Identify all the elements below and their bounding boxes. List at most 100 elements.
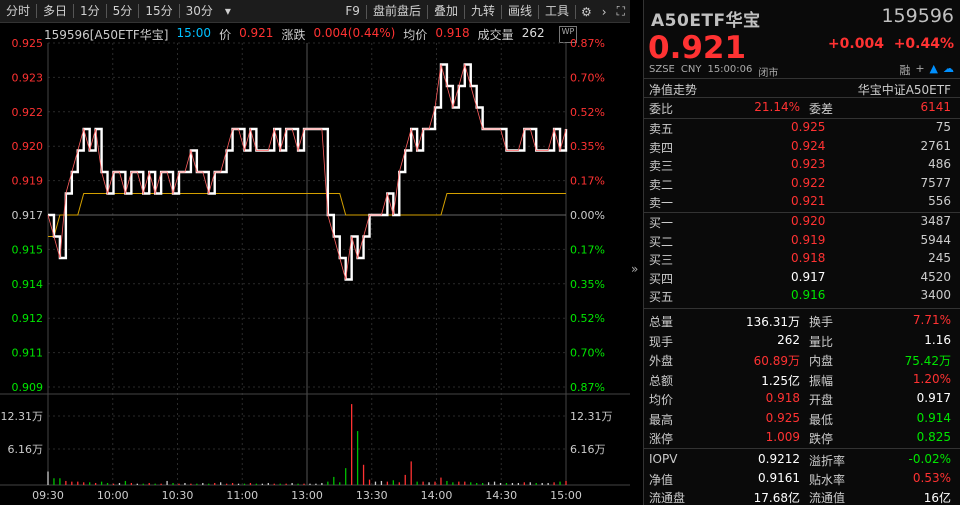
stat-value: 0.825 — [916, 430, 951, 444]
fund-value: 17.68亿 — [753, 491, 800, 505]
add-icon[interactable]: + — [915, 62, 925, 75]
tab-5min[interactable]: 5分 — [112, 3, 133, 18]
tab-30min[interactable]: 30分 — [185, 3, 213, 18]
y-pct-tick-label: 0.17% — [570, 175, 605, 188]
bid-price: 0.916 — [791, 288, 826, 302]
bid-volume: 245 — [928, 251, 951, 265]
f9-button[interactable]: F9 — [345, 4, 360, 18]
weicha-value: 6141 — [920, 100, 951, 114]
avg-price-line — [48, 193, 566, 237]
ask-label: 卖三 — [649, 159, 674, 173]
ask-row[interactable]: 卖二 0.922 7577 — [644, 176, 960, 194]
bid-label: 买五 — [649, 290, 674, 304]
stat-value: 136.31万 — [746, 315, 800, 329]
stat-row: 现手 262 量比 1.16 — [644, 333, 960, 351]
stat-value: 0.917 — [916, 391, 951, 405]
tools-button[interactable]: 工具 — [545, 4, 570, 18]
ask-row[interactable]: 卖五 0.925 75 — [644, 120, 960, 138]
stat-label: 内盘 — [809, 354, 834, 368]
alert-bell-icon[interactable]: ▲ — [929, 62, 938, 75]
stat-row: 均价 0.918 开盘 0.917 — [644, 391, 960, 409]
more-periods-dropdown[interactable]: ▾ — [224, 3, 231, 18]
period-toolbar: 分时 多日 1分 5分 15分 30分 ▾ F9 盘前盘后 叠加 九转 画线 工… — [0, 0, 630, 23]
overlay-button[interactable]: 叠加 — [433, 4, 458, 18]
info-price: 0.921 — [239, 26, 274, 40]
time-tick-label: 14:00 — [421, 489, 453, 502]
weibi-value: 21.14% — [754, 100, 800, 114]
tab-15min[interactable]: 15分 — [145, 3, 173, 18]
stat-label: 开盘 — [809, 393, 834, 407]
stat-row: 最高 0.925 最低 0.914 — [644, 411, 960, 429]
bid-row[interactable]: 买二 0.919 5944 — [644, 233, 960, 251]
stat-value: 1.20% — [912, 371, 951, 386]
vol-tick-label-right: 12.31万 — [570, 410, 613, 423]
y-tick-label: 0.915 — [12, 243, 44, 256]
nine-turn-button[interactable]: 九转 — [470, 4, 495, 18]
stat-value: 0.925 — [765, 410, 800, 425]
bid-label: 买一 — [649, 216, 674, 230]
chevron-right-icon[interactable]: › — [601, 4, 607, 19]
pre-post-market-button[interactable]: 盘前盘后 — [372, 4, 421, 18]
info-time: 15:00 — [176, 26, 212, 40]
vol-tick-label: 12.31万 — [1, 410, 44, 423]
y-tick-label: 0.912 — [12, 312, 44, 325]
fund-row: IOPV 0.9212 溢折率 -0.02% — [644, 452, 960, 470]
collapse-panel-icon[interactable]: » — [631, 262, 639, 276]
stat-value: 75.42万 — [904, 354, 951, 368]
stat-value: 1.16 — [924, 332, 951, 347]
y-pct-tick-label: 0.52% — [570, 312, 605, 325]
y-pct-tick-label: 0.70% — [570, 347, 605, 360]
ask-volume: 7577 — [920, 175, 951, 190]
y-pct-tick-label: 0.87% — [570, 381, 605, 394]
ask-row[interactable]: 卖四 0.924 2761 — [644, 139, 960, 157]
nav-trend-label: 净值走势 — [649, 83, 698, 97]
stat-row: 外盘 60.89万 内盘 75.42万 — [644, 352, 960, 370]
bid-volume: 5944 — [920, 232, 951, 247]
meta-exchange: SZSE — [649, 64, 675, 75]
bid-row[interactable]: 买四 0.917 4520 — [644, 270, 960, 288]
ask-price: 0.923 — [791, 157, 826, 171]
ask-row[interactable]: 卖一 0.921 556 — [644, 194, 960, 212]
settings-icon[interactable]: ⚙ — [581, 4, 592, 19]
bid-label: 买三 — [649, 253, 674, 267]
stat-label: 均价 — [649, 393, 674, 407]
ask-price: 0.924 — [791, 138, 826, 153]
ask-volume: 2761 — [920, 138, 951, 153]
bid-volume: 3487 — [920, 214, 951, 228]
y-tick-label: 0.909 — [12, 381, 44, 394]
stat-label: 振幅 — [809, 373, 834, 388]
fund-label: 贴水率 — [809, 472, 846, 487]
info-chg-label: 涨跌 — [281, 28, 306, 42]
time-tick-label: 15:00 — [550, 489, 582, 502]
nav-trend-row[interactable]: 净值走势 华宝中证A50ETF — [644, 78, 960, 98]
bid-row[interactable]: 买五 0.916 3400 — [644, 288, 960, 306]
draw-line-button[interactable]: 画线 — [507, 4, 532, 18]
stat-label: 现手 — [649, 334, 674, 349]
tab-multi-day[interactable]: 多日 — [43, 3, 68, 18]
tab-1min[interactable]: 1分 — [80, 3, 100, 18]
stat-row: 涨停 1.009 跌停 0.825 — [644, 430, 960, 448]
quote-panel: A50ETF华宝 159596 0.921 +0.004 +0.44% SZSE… — [643, 0, 960, 505]
weicha-label: 委差 — [809, 102, 834, 116]
stat-label: 总量 — [649, 315, 674, 329]
ask-label: 卖四 — [649, 140, 674, 155]
margin-icon[interactable]: 融 — [899, 64, 911, 77]
fund-label: 流通值 — [809, 491, 846, 505]
bid-row[interactable]: 买一 0.920 3487 — [644, 214, 960, 232]
ask-row[interactable]: 卖三 0.923 486 — [644, 157, 960, 175]
bid-label: 买二 — [649, 234, 674, 249]
meta-time: 15:00:06 — [707, 64, 753, 75]
y-tick-label: 0.922 — [12, 106, 44, 119]
bid-row[interactable]: 买三 0.918 245 — [644, 251, 960, 269]
expand-icon[interactable]: ⛶ — [616, 4, 625, 18]
panel-icons: 融 + ▲ ☁ — [899, 62, 954, 78]
tab-intraday[interactable]: 分时 — [6, 3, 31, 18]
ask-volume: 556 — [928, 194, 951, 208]
intraday-chart[interactable]: 0.925 0.87% 0.923 0.70% 0.922 0.52% 0.920 0.35%… — [0, 23, 630, 505]
meta-currency: CNY — [680, 64, 702, 75]
meta-status: 闭市 — [758, 68, 779, 79]
y-tick-label: 0.914 — [12, 278, 44, 291]
stat-label: 换手 — [809, 315, 834, 329]
bid-price: 0.917 — [791, 269, 826, 284]
cloud-icon[interactable]: ☁ — [943, 62, 954, 75]
